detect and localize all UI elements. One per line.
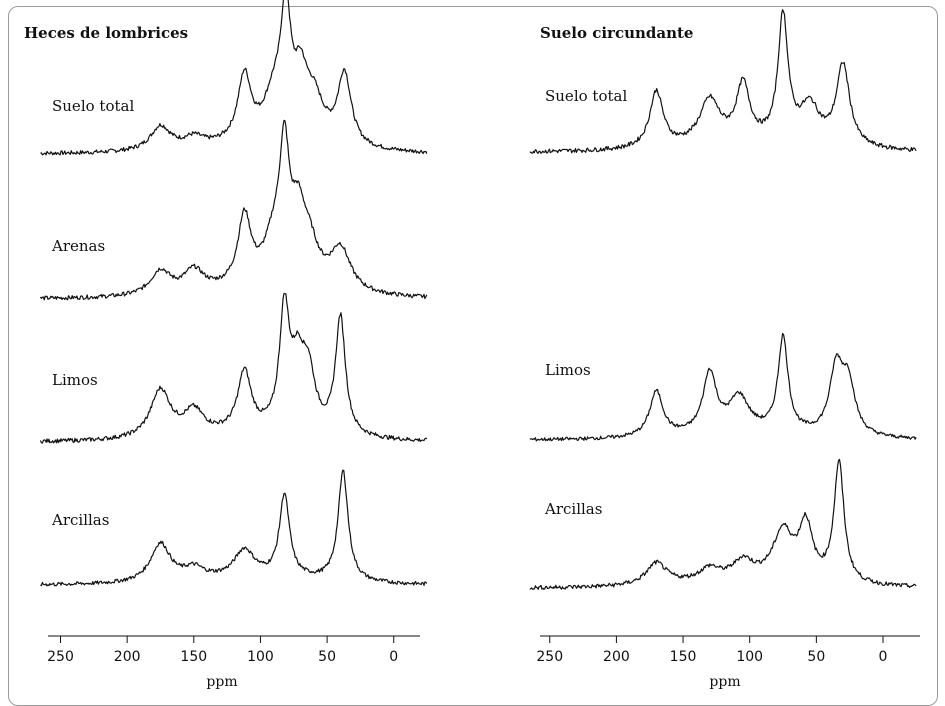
x-tick-label: 100 (736, 649, 763, 665)
x-axis-label: ppm (206, 674, 237, 690)
x-tick-label: 200 (114, 649, 141, 665)
series-label: Arcillas (544, 500, 602, 518)
x-tick-label: 150 (180, 649, 207, 665)
x-tick-label: 250 (536, 649, 563, 665)
x-tick-label: 150 (670, 649, 697, 665)
x-tick-label: 250 (47, 649, 74, 665)
series-label: Limos (52, 371, 98, 389)
spectrum-trace (40, 0, 428, 156)
series-label: Arcillas (51, 511, 109, 529)
series-label: Arenas (51, 237, 105, 255)
spectrum-trace (529, 9, 917, 154)
series-label: Suelo total (545, 87, 627, 105)
x-tick-label: 0 (879, 649, 888, 665)
x-tick-label: 50 (807, 649, 825, 665)
x-tick-label: 50 (318, 649, 336, 665)
spectrum-trace (40, 469, 428, 587)
left-panel-title: Heces de lombrices (24, 24, 188, 42)
x-axis-label: ppm (709, 674, 740, 690)
spectrum-trace (39, 292, 428, 444)
x-tick-label: 200 (603, 649, 630, 665)
spectrum-trace (529, 332, 917, 442)
series-label: Suelo total (52, 97, 134, 115)
x-tick-label: 0 (389, 649, 398, 665)
x-tick-label: 100 (247, 649, 274, 665)
spectrum-trace (39, 119, 428, 301)
series-label: Limos (545, 361, 591, 379)
right-panel-title: Suelo circundante (540, 24, 693, 42)
spectrum-trace (529, 458, 917, 590)
